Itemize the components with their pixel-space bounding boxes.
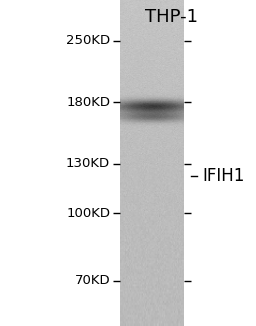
Text: 180KD: 180KD	[66, 96, 110, 109]
Text: 100KD: 100KD	[66, 207, 110, 220]
Text: IFIH1: IFIH1	[202, 167, 245, 185]
Text: 70KD: 70KD	[74, 274, 110, 287]
Text: 250KD: 250KD	[66, 34, 110, 47]
Text: 130KD: 130KD	[66, 157, 110, 170]
Text: THP-1: THP-1	[145, 8, 198, 26]
